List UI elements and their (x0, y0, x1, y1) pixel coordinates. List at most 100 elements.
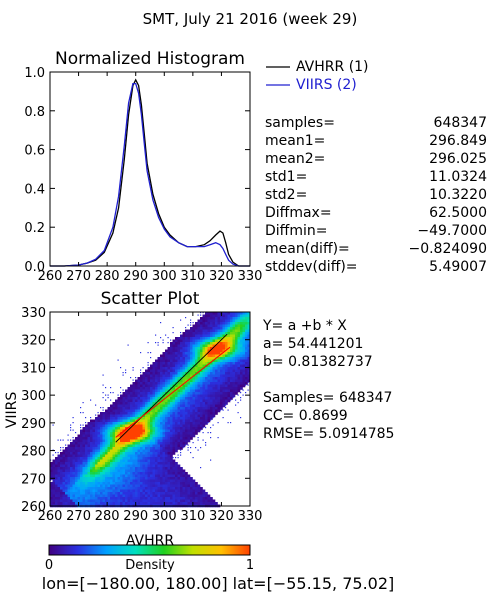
density-cell (102, 474, 106, 478)
density-cell (137, 384, 141, 388)
density-cell (245, 339, 248, 343)
density-cell (212, 424, 214, 426)
density-cell (55, 459, 58, 463)
density-cell (125, 422, 128, 425)
density-cell (147, 372, 151, 375)
density-cell (180, 404, 183, 408)
density-cell (215, 364, 218, 368)
density-cell (87, 497, 91, 500)
density-cell (82, 467, 86, 470)
density-cell (200, 487, 203, 490)
density-cell (150, 479, 153, 483)
density-cell (177, 419, 181, 423)
density-cell (127, 429, 131, 433)
density-cell (182, 364, 186, 368)
density-cell (180, 342, 183, 345)
density-cell (230, 397, 233, 400)
density-cell (140, 434, 143, 438)
density-cell (140, 384, 143, 388)
density-cell (60, 464, 63, 468)
density-cell (127, 474, 131, 478)
density-cell (52, 474, 56, 478)
density-cell (105, 502, 108, 505)
density-cell (127, 432, 131, 435)
density-cell (145, 472, 148, 475)
density-cell (210, 342, 213, 345)
density-cell (97, 489, 101, 493)
density-cell (205, 349, 208, 353)
density-cell (120, 457, 123, 460)
density-cell (145, 419, 148, 423)
density-cell (152, 422, 156, 425)
density-cell (170, 467, 173, 470)
density-cell (187, 354, 191, 358)
density-cell (190, 489, 193, 493)
density-cell (197, 392, 201, 395)
density-cell (207, 399, 211, 403)
density-cell (210, 337, 213, 340)
density-cell (85, 479, 88, 483)
density-cell (157, 482, 161, 485)
density-cell (187, 489, 191, 493)
density-cell (142, 389, 146, 393)
density-cell (157, 422, 161, 425)
density-cell (187, 412, 191, 415)
density-cell (70, 427, 72, 429)
density-cell (172, 364, 176, 368)
density-cell (220, 409, 222, 411)
density-cell (152, 484, 156, 488)
density-cell (130, 439, 133, 443)
density-cell (122, 437, 126, 440)
density-cell (160, 502, 163, 505)
density-cell (102, 494, 106, 498)
density-cell (112, 414, 116, 418)
density-cell (207, 329, 211, 333)
density-cell (55, 499, 58, 503)
density-cell (202, 374, 206, 378)
density-cell (217, 314, 221, 318)
density-cell (182, 412, 186, 415)
density-cell (52, 487, 56, 490)
density-cell (200, 344, 203, 348)
density-cell (237, 337, 241, 340)
density-cell (130, 414, 133, 418)
density-cell (230, 382, 233, 385)
density-cell (245, 342, 248, 345)
density-cell (192, 499, 196, 503)
density-cell (157, 379, 161, 383)
density-cell (225, 374, 228, 378)
density-cell (137, 412, 141, 415)
density-cell (202, 344, 206, 348)
density-cell (192, 327, 196, 330)
density-cell (235, 352, 238, 355)
density-cell (202, 349, 206, 353)
density-cell (202, 497, 206, 500)
density-cell (107, 424, 111, 428)
density-cell (77, 449, 81, 453)
density-cell (205, 322, 208, 325)
density-cell (110, 484, 113, 488)
density-cell (152, 377, 156, 380)
density-cell (180, 354, 183, 358)
density-cell (140, 487, 143, 490)
density-cell (72, 417, 74, 419)
density-cell (187, 494, 191, 498)
density-cell (80, 502, 83, 505)
density-cell (200, 489, 203, 493)
density-cell (190, 394, 193, 398)
density-cell (102, 492, 106, 495)
density-cell (60, 449, 62, 451)
stat-label: std1= (265, 169, 307, 185)
density-cell (167, 377, 171, 380)
density-cell (235, 327, 238, 330)
density-cell (207, 369, 211, 373)
density-cell (155, 409, 158, 413)
density-cell (80, 437, 83, 440)
density-cell (232, 344, 236, 348)
density-cell (147, 402, 151, 405)
density-cell (137, 409, 141, 413)
density-cell (245, 349, 248, 353)
colorbar: 0 Density 1 (45, 544, 254, 573)
density-cell (92, 484, 96, 488)
density-cell (200, 369, 203, 373)
